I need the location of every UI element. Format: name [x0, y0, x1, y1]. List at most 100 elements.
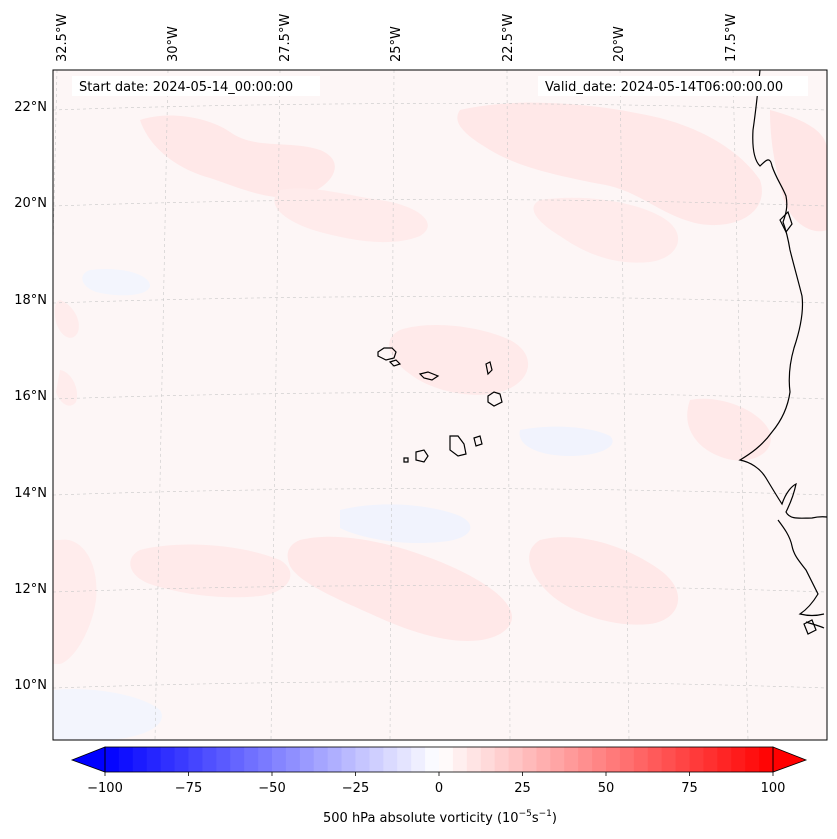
colorbar-tick-label: −75 — [175, 781, 202, 796]
lon-label: 22.5°W — [501, 14, 516, 62]
map-panel: Start date: 2024-05-14_00:00:00 Valid_da… — [14, 14, 828, 741]
colorbar-low-extension — [70, 746, 106, 773]
colorbar-level — [633, 747, 649, 772]
vorticity-patch-positive — [770, 110, 827, 232]
colorbar-tick-label: 50 — [598, 781, 615, 796]
colorbar-level — [452, 747, 468, 772]
colorbar-level — [118, 747, 134, 772]
colorbar-level — [522, 747, 538, 772]
colorbar-level — [564, 747, 579, 772]
colorbar-level — [689, 747, 705, 772]
latitude-labels: 22°N 20°N 18°N 16°N 14°N 12°N 10°N — [14, 100, 47, 693]
colorbar-level — [230, 747, 245, 772]
colorbar-level — [425, 747, 440, 772]
colorbar-level — [105, 747, 120, 772]
colorbar-level — [188, 747, 204, 772]
lon-label: 32.5°W — [55, 14, 70, 62]
graticule — [53, 70, 827, 740]
colorbar-level — [717, 747, 732, 772]
archipelago-coastline — [403, 457, 409, 463]
archipelago-coastline — [377, 347, 397, 361]
lon-label: 30°W — [166, 26, 181, 62]
vorticity-patch-positive — [457, 102, 762, 226]
meridian-line — [732, 70, 749, 740]
colorbar-level — [661, 747, 677, 772]
archipelago-coastline — [449, 435, 467, 457]
vorticity-patch-positive — [287, 536, 512, 642]
colorbar-level — [619, 747, 635, 772]
lon-label: 25°W — [389, 26, 404, 62]
vorticity-patch-negative — [82, 268, 150, 296]
colorbar-level — [160, 747, 176, 772]
colorbar-level — [759, 747, 774, 772]
meridian-line — [154, 70, 169, 740]
meridian-line — [506, 70, 511, 740]
colorbar-level — [675, 747, 691, 772]
island-coastline — [803, 619, 817, 635]
colorbar-level — [216, 747, 231, 772]
map-frame — [52, 69, 828, 741]
vorticity-patch-positive — [130, 544, 291, 598]
colorbar-level — [494, 747, 510, 772]
lon-label: 20°W — [612, 26, 627, 62]
colorbar-level — [327, 747, 343, 772]
lat-label: 18°N — [14, 293, 47, 308]
colorbar-tick-label: −25 — [342, 781, 369, 796]
parallel-line — [53, 392, 827, 400]
colorbar-level — [202, 747, 217, 772]
colorbar-level — [146, 747, 162, 772]
parallel-line — [53, 199, 827, 207]
colorbar: −100 −75 −50 −25 0 25 50 75 100 500 hPa absolute… — [70, 746, 808, 826]
vorticity-patch-positive — [274, 188, 428, 243]
colorbar-label: 500 hPa absolute vorticity (10−5s−1) — [323, 809, 557, 826]
colorbar-level — [355, 747, 371, 772]
colorbar-level — [383, 747, 398, 772]
longitude-labels: 32.5°W 30°W 27.5°W 25°W 22.5°W 20°W 17.5… — [55, 14, 739, 62]
vorticity-field — [53, 102, 827, 740]
colorbar-levels — [105, 747, 774, 772]
archipelago-coastline — [415, 449, 429, 463]
parallel-line — [53, 681, 827, 689]
parallel-line — [53, 296, 827, 304]
vorticity-patch-positive — [529, 537, 679, 625]
colorbar-level — [592, 747, 607, 772]
vorticity-patch-positive — [140, 115, 335, 198]
valid-date-box — [538, 76, 808, 96]
colorbar-level — [132, 747, 148, 772]
colorbar-level — [550, 747, 565, 772]
valid-date-label: Valid_date: 2024-05-14T06:00:00.00 — [545, 80, 783, 95]
meridian-line — [619, 70, 630, 740]
start-date-label: Start date: 2024-05-14_00:00:00 — [79, 80, 293, 95]
colorbar-tick-label: −100 — [87, 781, 123, 796]
colorbar-level — [174, 747, 190, 772]
lat-label: 16°N — [14, 389, 47, 404]
colorbar-level — [272, 747, 287, 772]
colorbar-tick-label: 75 — [681, 781, 698, 796]
meridian-line — [389, 70, 395, 740]
lat-label: 10°N — [14, 678, 47, 693]
colorbar-level — [647, 747, 663, 772]
colorbar-level — [578, 747, 593, 772]
colorbar-level — [466, 747, 482, 772]
colorbar-level — [439, 747, 454, 772]
colorbar-level — [536, 747, 551, 772]
lat-label: 14°N — [14, 486, 47, 501]
archipelago-coastline — [485, 361, 493, 376]
colorbar-level — [508, 747, 524, 772]
lat-label: 20°N — [14, 196, 47, 211]
colorbar-level — [731, 747, 746, 772]
colorbar-level — [606, 747, 621, 772]
archipelago-coastline — [418, 371, 440, 381]
colorbar-tick-label: 100 — [761, 781, 786, 796]
colorbar-level — [313, 747, 329, 772]
vorticity-patch-positive — [53, 539, 97, 664]
parallel-line — [53, 103, 827, 111]
parallel-line — [53, 585, 827, 593]
parallel-line — [53, 488, 827, 496]
colorbar-ticks: −100 −75 −50 −25 0 25 50 75 100 — [87, 772, 785, 796]
colorbar-level — [299, 747, 315, 772]
lon-label: 17.5°W — [724, 14, 739, 62]
vorticity-patch-negative — [519, 426, 613, 456]
archipelago-coastline — [473, 435, 483, 447]
